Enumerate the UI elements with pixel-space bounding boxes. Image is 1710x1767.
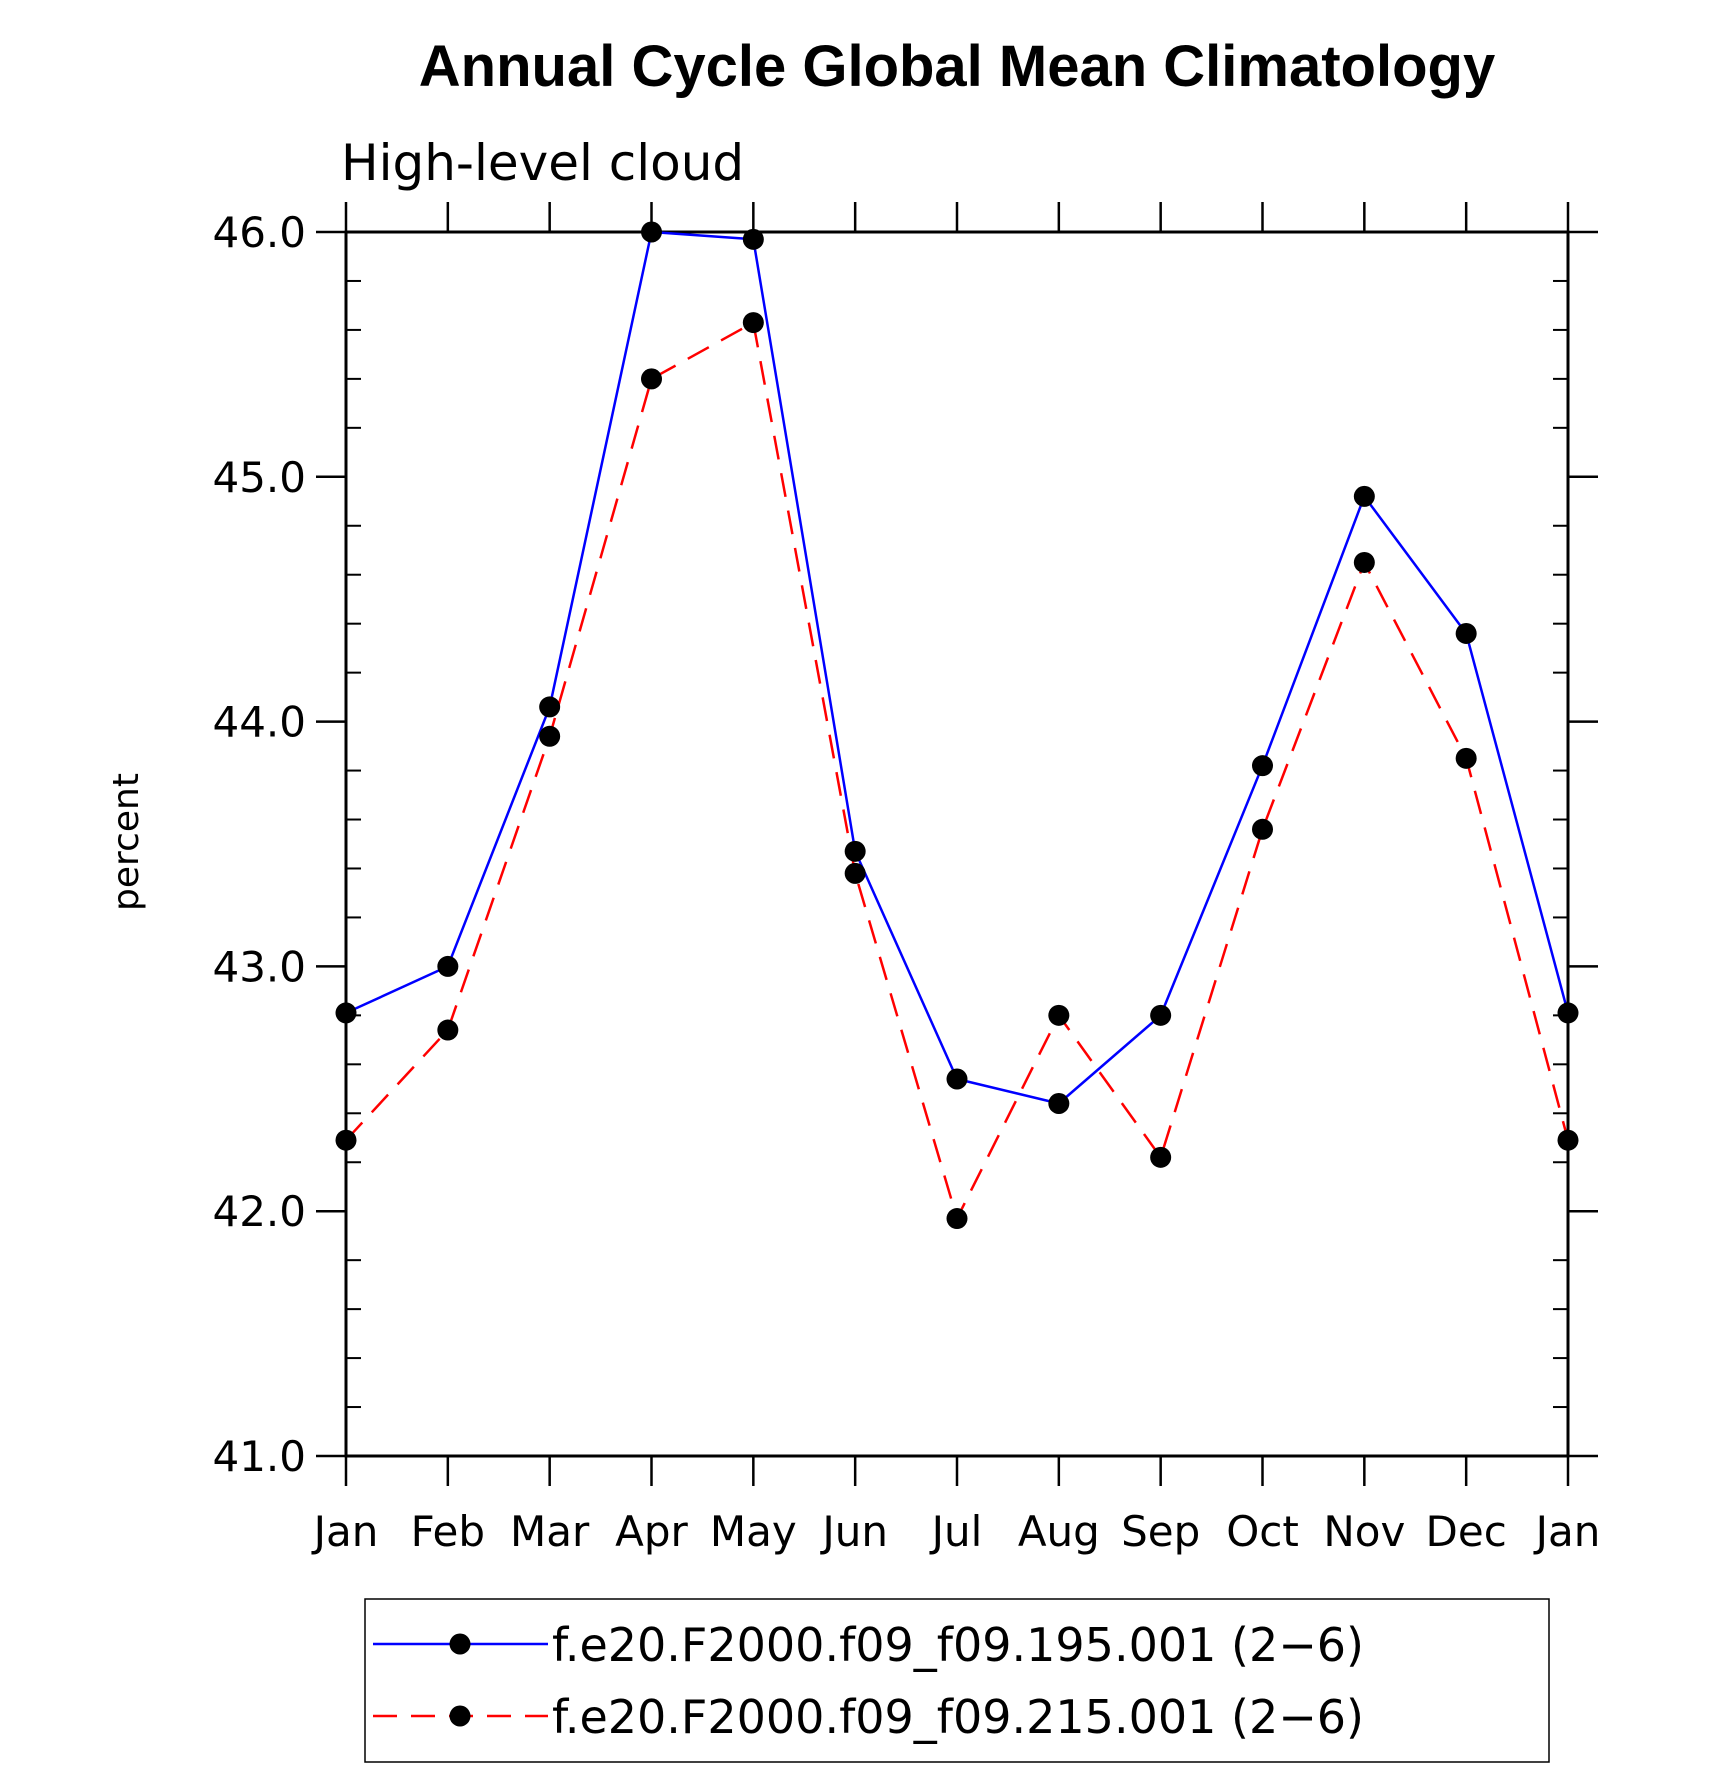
legend-marker-series-1: [449, 1633, 471, 1655]
series-2-point: [539, 725, 561, 747]
x-tick-label: Oct: [1226, 1507, 1299, 1556]
y-tick-label: 46.0: [212, 208, 306, 257]
chart-title: Annual Cycle Global Mean Climatology: [419, 34, 1495, 99]
legend: f.e20.F2000.f09_f09.195.001 (2−6) f.e20.…: [364, 1598, 1550, 1763]
series-1-point: [946, 1068, 968, 1090]
x-tick-label: Feb: [411, 1507, 485, 1556]
series-1-point: [1252, 755, 1273, 777]
series-layer: [335, 221, 1579, 1230]
legend-marker-series-2: [449, 1705, 471, 1727]
series-1-point: [1048, 1092, 1070, 1114]
series-2-point: [641, 368, 662, 390]
series-1-point: [539, 696, 561, 718]
series-2-point: [1150, 1146, 1172, 1168]
series-2-point: [946, 1208, 968, 1230]
series-2-point: [335, 1129, 357, 1151]
series-1-point: [335, 1002, 357, 1024]
legend-box: [364, 1598, 1550, 1763]
series-1-point: [1353, 485, 1375, 507]
series-1-point: [437, 955, 459, 977]
y-tick-label: 41.0: [212, 1432, 306, 1481]
x-tick-label: Sep: [1121, 1507, 1200, 1556]
legend-label-series-1: f.e20.F2000.f09_f09.195.001 (2−6): [552, 1618, 1364, 1672]
series-1-point: [1557, 1002, 1579, 1024]
series-1-line: [345, 230, 1570, 1105]
y-axis-label: percent: [106, 773, 147, 911]
axis-ticks: [316, 202, 1598, 1486]
series-1-point: [641, 221, 662, 243]
legend-label-series-2: f.e20.F2000.f09_f09.215.001 (2−6): [552, 1690, 1364, 1744]
x-tick-label: Jul: [929, 1507, 983, 1556]
y-tick-label: 42.0: [212, 1187, 306, 1236]
x-tick-label: Jan: [1533, 1507, 1601, 1556]
x-tick-label: May: [710, 1507, 797, 1556]
x-tick-label: Aug: [1018, 1507, 1100, 1556]
series-2-point: [437, 1019, 459, 1041]
x-tick-label: Mar: [510, 1507, 590, 1556]
x-tick-label: Nov: [1323, 1507, 1405, 1556]
series-2-point: [742, 312, 764, 334]
series-1-point: [1455, 622, 1477, 644]
tick-labels: Jan Feb Mar Apr May Jun Jul Aug Sep Oct Nov Dec Jan4…: [212, 208, 1600, 1556]
y-tick-label: 43.0: [212, 942, 306, 991]
plot-frame: [344, 230, 1570, 1458]
x-tick-label: Jun: [819, 1507, 888, 1556]
y-tick-label: 44.0: [212, 698, 306, 747]
series-2-point: [1455, 747, 1477, 769]
x-tick-label: Dec: [1426, 1507, 1507, 1556]
series-2-point: [1353, 551, 1375, 573]
x-tick-label: Jan: [311, 1507, 379, 1556]
x-tick-label: Apr: [615, 1507, 688, 1556]
series-1-point: [742, 228, 764, 250]
series-2-point: [1557, 1129, 1579, 1151]
series-2-point: [844, 862, 866, 884]
series-1-point: [844, 840, 866, 862]
y-tick-label: 45.0: [212, 453, 306, 502]
chart-subtitle: High-level cloud: [341, 134, 744, 192]
series-2-point: [1048, 1004, 1070, 1026]
series-2-point: [1252, 818, 1273, 840]
series-1-point: [1150, 1004, 1172, 1026]
